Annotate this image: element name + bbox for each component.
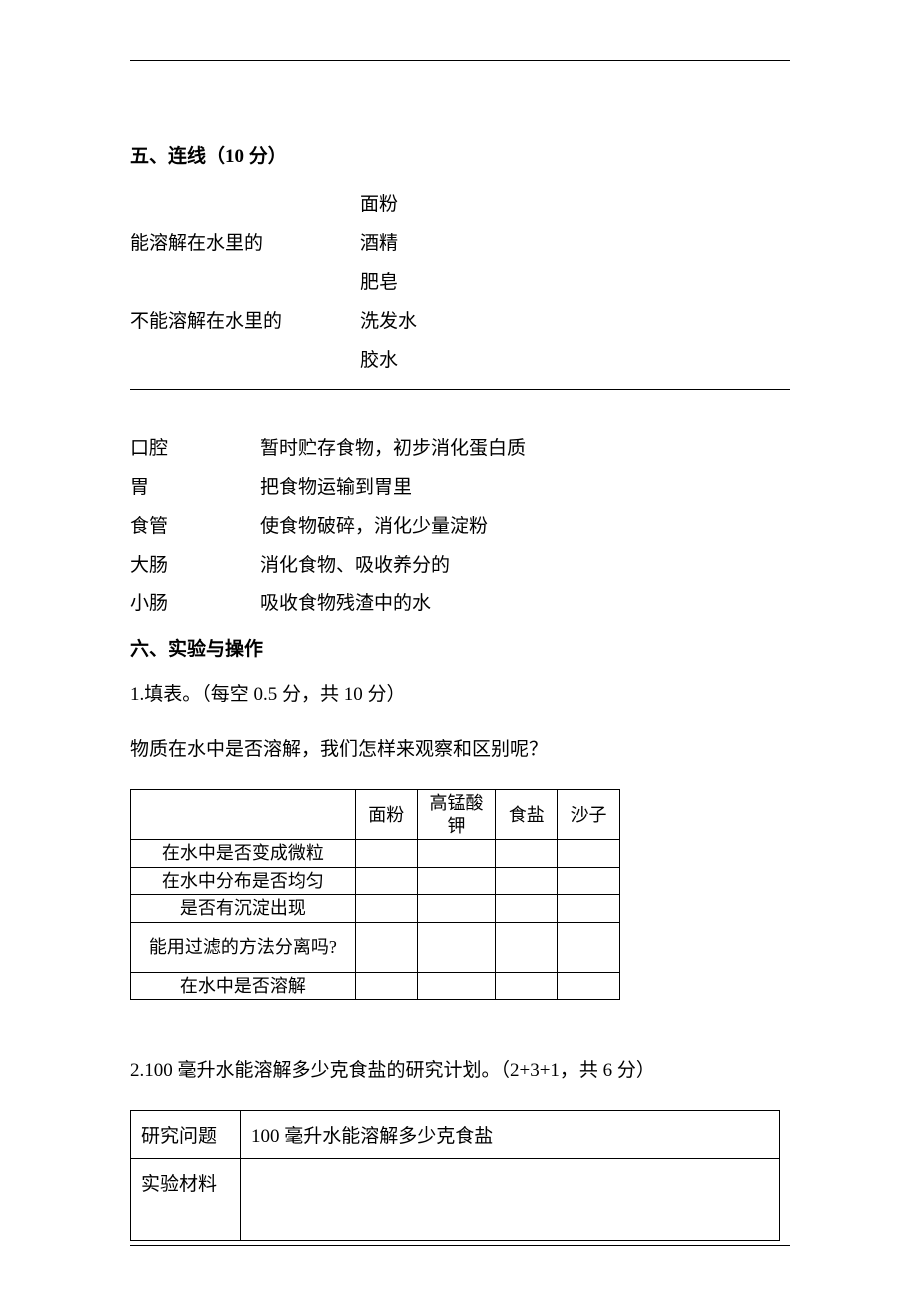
q1-text: 物质在水中是否溶解，我们怎样来观察和区别呢？ [130, 734, 790, 761]
table-row: 是否有沉淀出现 [131, 895, 620, 923]
plan-label-0: 研究问题 [131, 1111, 241, 1159]
match-cat-1: 不能溶解在水里的 [130, 303, 360, 342]
table-cell [558, 840, 620, 868]
organ-right-4: 吸收食物残渣中的水 [260, 585, 790, 624]
table-cell [355, 922, 417, 972]
table-row: 在水中是否溶解 [131, 972, 620, 1000]
bottom-rule [130, 1245, 790, 1246]
research-plan-table: 研究问题 100 毫升水能溶解多少克食盐 实验材料 [130, 1110, 780, 1241]
table-rowhead-2: 是否有沉淀出现 [131, 895, 356, 923]
table-cell [417, 840, 496, 868]
q2-label: 2.100 毫升水能溶解多少克食盐的研究计划。（2+3+1，共 6 分） [130, 1055, 790, 1082]
table-row: 面粉 高锰酸钾 食盐 沙子 [131, 790, 620, 840]
top-rule [130, 60, 790, 61]
plan-value-0: 100 毫升水能溶解多少克食盐 [241, 1111, 780, 1159]
table-cell [496, 895, 558, 923]
table-rowhead-1: 在水中分布是否均匀 [131, 867, 356, 895]
table-cell [417, 895, 496, 923]
table-cell [417, 972, 496, 1000]
table-row: 实验材料 [131, 1159, 780, 1241]
organ-right-2: 使食物破碎，消化少量淀粉 [260, 508, 790, 547]
match-cat-blank [130, 342, 360, 381]
organ-right-1: 把食物运输到胃里 [260, 469, 790, 508]
table-cell [558, 867, 620, 895]
table-cell [496, 922, 558, 972]
table-cell [496, 972, 558, 1000]
table-rowhead-4: 在水中是否溶解 [131, 972, 356, 1000]
organ-left-1: 胃 [130, 469, 260, 508]
table-header-col4: 沙子 [558, 790, 620, 840]
table-cell [496, 840, 558, 868]
mid-rule [130, 389, 790, 390]
table-cell [355, 867, 417, 895]
organ-right-3: 消化食物、吸收养分的 [260, 547, 790, 586]
table-header-col1: 面粉 [355, 790, 417, 840]
match-item-3: 洗发水 [360, 303, 790, 342]
organ-left-3: 大肠 [130, 547, 260, 586]
plan-label-1: 实验材料 [131, 1159, 241, 1241]
match-block-organs: 口腔 暂时贮存食物，初步消化蛋白质 胃 把食物运输到胃里 食管 使食物破碎，消化… [130, 430, 790, 625]
table-cell [417, 922, 496, 972]
plan-value-1 [241, 1159, 780, 1241]
organ-left-2: 食管 [130, 508, 260, 547]
table-cell [355, 972, 417, 1000]
table-cell [417, 867, 496, 895]
table-row: 研究问题 100 毫升水能溶解多少克食盐 [131, 1111, 780, 1159]
q1-label: 1.填表。（每空 0.5 分，共 10 分） [130, 679, 790, 706]
organ-left-0: 口腔 [130, 430, 260, 469]
match-cat-blank [130, 186, 360, 225]
match-cat-blank [130, 264, 360, 303]
table-cell [558, 895, 620, 923]
table-row: 能用过滤的方法分离吗? [131, 922, 620, 972]
table-cell [558, 922, 620, 972]
dissolution-table: 面粉 高锰酸钾 食盐 沙子 在水中是否变成微粒 在水中分布是否均匀 [130, 789, 620, 1000]
table-cell [496, 867, 558, 895]
table-cell [355, 895, 417, 923]
table-cell [558, 972, 620, 1000]
match-item-2: 肥皂 [360, 264, 790, 303]
table-header-blank [131, 790, 356, 840]
table-header-col2: 高锰酸钾 [417, 790, 496, 840]
table-rowhead-0: 在水中是否变成微粒 [131, 840, 356, 868]
table-row: 在水中分布是否均匀 [131, 867, 620, 895]
table-row: 在水中是否变成微粒 [131, 840, 620, 868]
organ-left-4: 小肠 [130, 585, 260, 624]
section6-title: 六、实验与操作 [130, 634, 790, 661]
table-cell [355, 840, 417, 868]
table-header-col3: 食盐 [496, 790, 558, 840]
match-cat-0: 能溶解在水里的 [130, 225, 360, 264]
match-block-solubility: 面粉 能溶解在水里的 酒精 肥皂 不能溶解在水里的 洗发水 胶水 [130, 186, 790, 381]
match-item-4: 胶水 [360, 342, 790, 381]
match-item-0: 面粉 [360, 186, 790, 225]
match-item-1: 酒精 [360, 225, 790, 264]
organ-right-0: 暂时贮存食物，初步消化蛋白质 [260, 430, 790, 469]
table-rowhead-3: 能用过滤的方法分离吗? [131, 922, 356, 972]
section5-title: 五、连线（10 分） [130, 141, 790, 168]
